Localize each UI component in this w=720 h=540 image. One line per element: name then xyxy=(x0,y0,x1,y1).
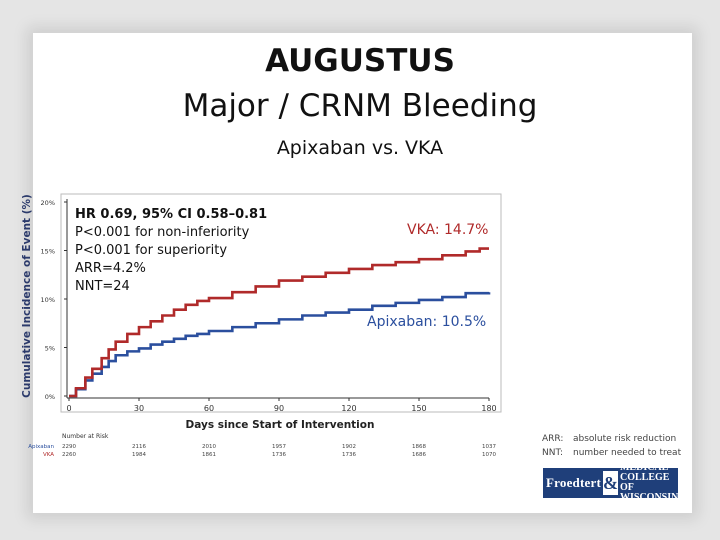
risk-value: 2290 xyxy=(62,444,76,450)
logo-wisconsin: WISCONSIN xyxy=(619,492,679,503)
x-tick-label: 90 xyxy=(274,404,284,413)
risk-value: 1736 xyxy=(272,452,286,458)
slide-title: AUGUSTUS xyxy=(265,43,455,79)
definition-nnt: NNT: number needed to treat xyxy=(542,446,681,460)
risk-row-label: VKA xyxy=(43,452,54,458)
series-line-apixaban xyxy=(69,291,491,398)
series-line-vka xyxy=(69,247,489,398)
vka-annotation: VKA: 14.7% xyxy=(407,222,489,238)
risk-value: 2116 xyxy=(132,444,146,450)
y-tick-label: 20% xyxy=(41,199,55,207)
y-tick-label: 5% xyxy=(45,345,55,353)
definition-text: number needed to treat xyxy=(573,448,682,458)
arr-text: ARR=4.2% xyxy=(75,261,146,276)
y-tick-label: 0% xyxy=(45,393,55,401)
risk-value: 1902 xyxy=(342,444,356,450)
abbreviation-definitions: ARR: absolute risk reduction NNT: number n… xyxy=(542,432,681,460)
risk-value: 1736 xyxy=(342,452,356,458)
x-tick-label: 30 xyxy=(134,404,144,413)
risk-value: 1984 xyxy=(132,452,146,458)
x-axis-label: Days since Start of Intervention xyxy=(186,419,375,431)
risk-value: 2010 xyxy=(202,444,216,450)
x-tick-label: 180 xyxy=(481,404,496,413)
logo-froedtert: Froedtert xyxy=(546,475,601,490)
risk-value: 1957 xyxy=(272,444,286,450)
x-tick-label: 120 xyxy=(341,404,356,413)
x-tick-label: 150 xyxy=(411,404,426,413)
definition-text: absolute risk reduction xyxy=(573,434,677,444)
logo-ampersand: & xyxy=(602,471,618,495)
plot-frame xyxy=(60,193,502,413)
nnt-text: NNT=24 xyxy=(75,279,130,294)
risk-value: 1868 xyxy=(412,444,426,450)
y-tick-label: 10% xyxy=(41,296,55,304)
definition-abbr: NNT: xyxy=(542,448,564,458)
p-superiority-text: P<0.001 for superiority xyxy=(75,243,228,258)
logo-medical: MEDICAL xyxy=(619,462,669,473)
risk-value: 1861 xyxy=(202,452,216,458)
number-at-risk-label: Number at Risk xyxy=(62,433,109,440)
risk-row-label: Apixaban xyxy=(28,444,54,450)
slide-subtitle: Apixaban vs. VKA xyxy=(276,137,444,159)
y-tick-label: 15% xyxy=(41,248,55,256)
froedtert-mcw-logo: Froedtert & MEDICAL COLLEGE OF WISCONSIN xyxy=(543,463,678,503)
risk-value: 1037 xyxy=(482,444,496,450)
definition-abbr: ARR: xyxy=(542,434,564,444)
hazard-ratio-text: HR 0.69, 95% CI 0.58–0.81 xyxy=(75,207,268,222)
x-tick-label: 60 xyxy=(204,404,214,413)
risk-value: 2260 xyxy=(62,452,76,458)
risk-value: 1070 xyxy=(482,452,496,458)
logo-mcw: MEDICAL COLLEGE OF WISCONSIN xyxy=(620,463,678,503)
p-noninferiority-text: P<0.001 for non-inferiority xyxy=(75,225,250,240)
x-tick-label: 0 xyxy=(66,404,71,413)
stats-box: HR 0.69, 95% CI 0.58–0.81 P<0.001 for no… xyxy=(75,206,267,296)
definition-arr: ARR: absolute risk reduction xyxy=(542,432,681,446)
y-axis-label: Cumulative Incidence of Event (%) xyxy=(21,194,33,398)
slide-title-line2: Major / CRNM Bleeding xyxy=(182,88,538,124)
apixaban-annotation: Apixaban: 10.5% xyxy=(367,314,487,330)
risk-value: 1686 xyxy=(412,452,426,458)
logo-college-of: COLLEGE OF xyxy=(619,472,670,493)
